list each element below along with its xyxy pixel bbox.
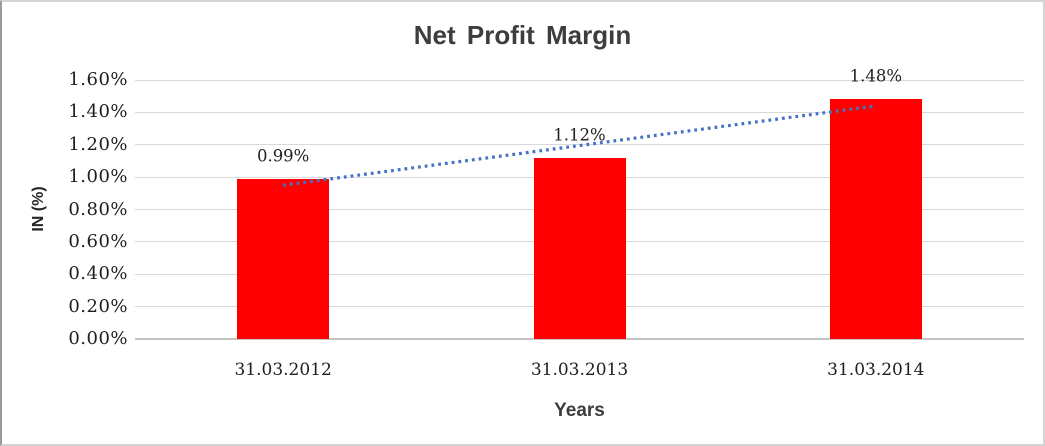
y-tick-label: 1.00% (68, 166, 128, 188)
x-axis-line (135, 338, 1024, 340)
chart-title: Net Profit Margin (413, 20, 632, 50)
bar-value-label: 1.48% (849, 66, 903, 86)
x-axis-title: Years (554, 400, 605, 421)
y-tick-label: 0.40% (68, 263, 128, 285)
gridline (135, 79, 1024, 81)
y-tick-label: 0.80% (68, 198, 128, 220)
bar-value-label: 1.12% (553, 125, 606, 145)
y-tick-label: 0.20% (68, 295, 128, 317)
y-tick-label: 0.60% (68, 230, 128, 252)
bar (237, 178, 330, 339)
bar-value-label: 0.99% (256, 146, 310, 166)
bar (829, 99, 922, 339)
bar (533, 157, 626, 339)
x-tick-label: 31.03.2013 (530, 360, 629, 380)
y-tick-label: 1.60% (68, 69, 128, 90)
x-tick-label: 31.03.2012 (234, 360, 332, 380)
y-tick-label: 1.20% (68, 133, 128, 155)
x-tick-label: 31.03.2014 (827, 360, 925, 380)
y-tick-label: 0.00% (68, 328, 128, 349)
y-tick-label: 1.40% (68, 101, 128, 123)
